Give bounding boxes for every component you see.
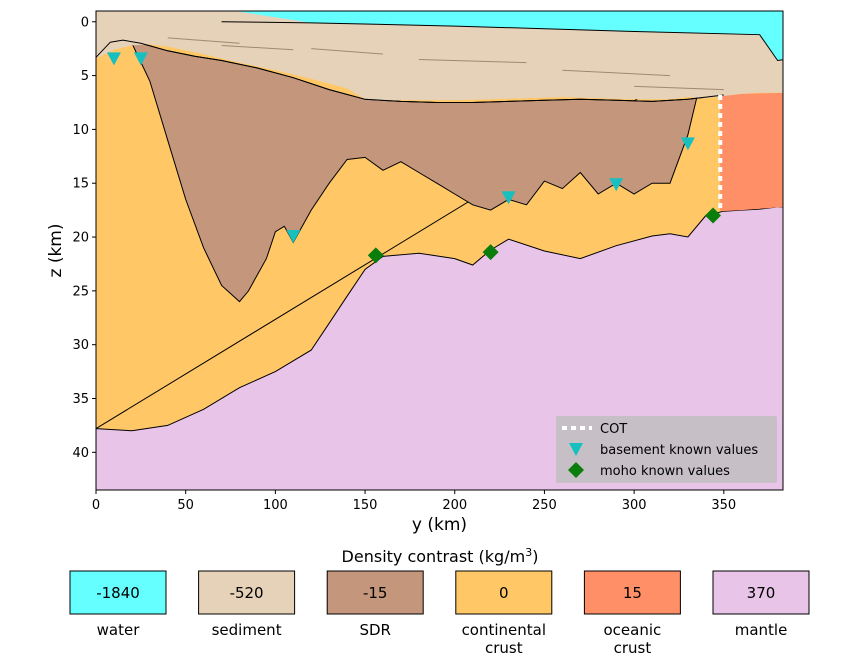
moho-known-value-point <box>367 247 384 264</box>
moho-known-value-point <box>482 244 499 261</box>
x-tick-label: 0 <box>92 498 100 513</box>
x-tick-label: 200 <box>442 498 467 513</box>
density-swatch-water <box>69 570 167 615</box>
x-tick-label: 100 <box>263 498 288 513</box>
density-panel-title: Density contrast (kg/m3) <box>342 546 539 567</box>
density-swatch-label: continental <box>462 621 546 639</box>
basement-known-value-point <box>106 52 121 66</box>
sediment-texture <box>634 85 724 91</box>
y-tick-label: 35 <box>72 392 89 407</box>
x-tick-label: 50 <box>177 498 194 513</box>
oceanic-crust-layer <box>720 92 783 212</box>
density-swatch-continental-crust <box>455 570 553 615</box>
density-swatch-label: crust <box>485 639 523 657</box>
x-axis-label: y (km) <box>412 515 467 535</box>
y-tick-label: 0 <box>81 15 89 30</box>
y-tick-label: 5 <box>81 69 89 84</box>
density-swatch-value: -15 <box>363 584 388 602</box>
y-axis-label: z (km) <box>46 224 66 278</box>
x-tick-label: 300 <box>622 498 647 513</box>
y-tick-label: 30 <box>72 338 89 353</box>
legend: COT basement known values moho known value… <box>556 416 777 483</box>
density-swatch-mantle <box>712 570 810 615</box>
y-tick-label: 15 <box>72 177 89 192</box>
basement-known-value-point <box>680 137 695 151</box>
density-swatch-value: 370 <box>747 584 776 602</box>
x-tick-label: 350 <box>711 498 736 513</box>
density-swatch-label: sediment <box>212 621 282 639</box>
density-swatch-label: SDR <box>359 621 391 639</box>
x-tick-label: 150 <box>353 498 378 513</box>
y-tick-label: 20 <box>72 231 89 246</box>
known-value-markers <box>106 52 722 264</box>
sediment-texture <box>221 44 294 51</box>
plot-frame <box>95 10 784 491</box>
density-swatch-value: 15 <box>623 584 642 602</box>
legend-basement-swatch <box>569 443 583 456</box>
legend-entry-label: basement known values <box>600 443 758 458</box>
plot-border <box>95 10 784 491</box>
sediment-texture <box>418 58 527 64</box>
water-layer <box>234 11 783 61</box>
sediment-layer <box>96 11 783 101</box>
water-bottom-line <box>221 21 783 62</box>
moho-known-value-point <box>705 207 722 224</box>
legend-entry-label: COT <box>600 422 627 437</box>
density-swatch-label: water <box>97 621 141 639</box>
basement-known-value-point <box>286 229 301 243</box>
density-swatch-value: 0 <box>499 584 509 602</box>
density-contrast-panel: Density contrast (kg/m3) -1840 water -520 se… <box>69 546 810 657</box>
sediment-texture <box>311 48 384 55</box>
legend-box <box>556 416 777 483</box>
sediment-base-line <box>96 39 724 103</box>
y-tick-label: 25 <box>72 284 89 299</box>
sediment-texture <box>562 69 671 77</box>
density-swatch-value: -1840 <box>96 584 140 602</box>
density-swatch-label: crust <box>614 639 652 657</box>
basement-known-value-point <box>609 178 624 192</box>
density-swatch-sdr <box>326 570 424 615</box>
basement-known-value-point <box>133 52 148 66</box>
legend-moho-swatch <box>568 462 584 478</box>
legend-entry-label: moho known values <box>600 464 730 479</box>
density-swatch-label: oceanic <box>604 621 662 639</box>
y-tick-label: 40 <box>72 446 89 461</box>
density-swatch-sediment <box>198 570 296 615</box>
moho-line <box>96 11 783 432</box>
sediment-texture <box>167 37 240 44</box>
basement-known-value-point <box>501 191 516 205</box>
density-swatch-oceanic-crust <box>583 570 681 615</box>
density-swatch-label: mantle <box>735 621 788 639</box>
x-tick-label: 250 <box>532 498 557 513</box>
y-tick-label: 10 <box>72 123 89 138</box>
plot-area <box>96 11 783 490</box>
axes: 0 50 100 150 200 250 300 350 0 5 10 15 20 25 30 35 40 y (… <box>46 15 736 535</box>
density-swatch-value: -520 <box>230 584 264 602</box>
